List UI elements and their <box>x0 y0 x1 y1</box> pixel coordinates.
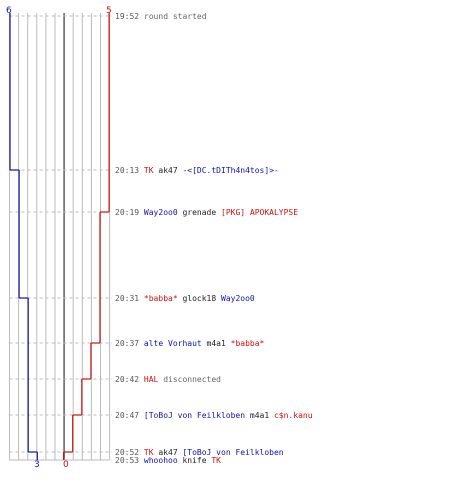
weapon-label: knife <box>177 456 212 465</box>
event-row: 20:42 HAL disconnected <box>115 375 221 384</box>
event-row: 20:37 alte Vorhaut m4a1 *babba* <box>115 339 264 348</box>
blue-end-count: 3 <box>34 460 40 470</box>
event-row: 19:52 round started <box>115 12 207 21</box>
weapon-label: glock18 <box>177 294 221 303</box>
player-name: [ToBoJ von Feilkloben <box>143 411 246 420</box>
event-time: 20:19 <box>115 208 140 217</box>
red-start-count: 5 <box>106 6 112 16</box>
player-name: c$n.kanu <box>273 411 313 420</box>
event-row: 20:31 *babba* glock18 Way2oo0 <box>115 294 255 303</box>
event-row: 20:19 Way2oo0 grenade [PKG] APOKALYPSE <box>115 208 298 217</box>
event-time: 20:53 <box>115 456 140 465</box>
player-name: HAL <box>143 375 159 384</box>
player-name: alte Vorhaut <box>143 339 202 348</box>
event-time: 20:13 <box>115 166 140 175</box>
event-time: 20:31 <box>115 294 140 303</box>
player-name: *babba* <box>230 339 265 348</box>
event-text: disconnected <box>158 375 221 384</box>
weapon-label: ak47 <box>153 448 183 457</box>
weapon-label: grenade <box>177 208 221 217</box>
player-name: whoohoo <box>143 456 178 465</box>
event-row: 20:13 TK ak47 -<[DC.tDITh4n4tos]>- <box>115 166 279 175</box>
event-time: 20:42 <box>115 375 140 384</box>
weapon-label: m4a1 <box>201 339 231 348</box>
player-name: *babba* <box>143 294 178 303</box>
player-name: Way2oo0 <box>143 208 178 217</box>
player-name: TK <box>143 448 154 457</box>
weapon-label: ak47 <box>153 166 183 175</box>
event-text: round started <box>143 12 207 21</box>
player-name: TK <box>211 456 221 465</box>
blue-start-count: 6 <box>6 6 12 16</box>
event-time: 20:37 <box>115 339 140 348</box>
player-name: -<[DC.tDITh4n4tos]>- <box>182 166 279 175</box>
event-time: 20:52 <box>115 448 140 457</box>
player-name: Way2oo0 <box>221 294 255 303</box>
player-name: TK <box>143 166 154 175</box>
event-time: 19:52 <box>115 12 140 21</box>
event-row: 20:52 TK ak47 [ToBoJ von Feilkloben <box>115 448 284 457</box>
player-name: [ToBoJ von Feilkloben <box>182 448 284 457</box>
player-name: [PKG] APOKALYPSE <box>221 208 299 217</box>
event-row: 20:53 whoohoo knife TK <box>115 456 221 465</box>
event-time: 20:47 <box>115 411 140 420</box>
weapon-label: m4a1 <box>245 411 274 420</box>
red-end-count: 0 <box>63 460 69 470</box>
event-row: 20:47 [ToBoJ von Feilkloben m4a1 c$n.kan… <box>115 411 313 420</box>
